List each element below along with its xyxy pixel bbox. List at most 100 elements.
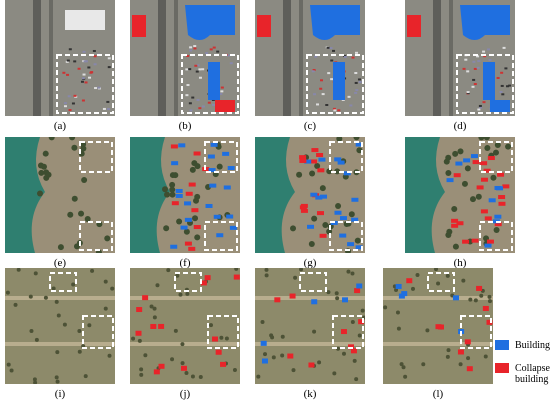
car [66, 59, 70, 62]
tree [40, 163, 47, 170]
tree [37, 190, 44, 197]
building-mask [185, 5, 235, 40]
building-mask [460, 5, 510, 40]
car [107, 66, 111, 69]
building-mask [299, 158, 307, 163]
region-box [82, 315, 114, 349]
shrub [29, 329, 34, 334]
building-mask [215, 349, 222, 355]
shrub [264, 273, 269, 278]
car [188, 68, 192, 71]
tree [84, 216, 91, 223]
building-mask [466, 366, 473, 372]
shrub [341, 351, 346, 356]
car [220, 90, 224, 93]
tree [484, 145, 491, 152]
shrub [401, 365, 406, 370]
water [405, 137, 445, 253]
building-mask [315, 195, 323, 200]
car [330, 59, 334, 62]
building-mask [472, 160, 480, 165]
building-mask [333, 62, 345, 100]
building-mask [339, 216, 347, 221]
tree [461, 180, 468, 187]
tree [296, 171, 303, 178]
road [130, 342, 240, 346]
shrub [13, 302, 18, 307]
road [5, 342, 115, 346]
region-box [479, 141, 513, 173]
car [354, 91, 358, 94]
tree [493, 227, 500, 234]
satellite-image [5, 0, 115, 116]
building-mask [184, 201, 192, 206]
car [220, 86, 224, 89]
building-mask [153, 369, 160, 375]
car [212, 46, 216, 49]
shrub [107, 353, 112, 358]
shrub [317, 360, 322, 365]
car [189, 46, 193, 49]
tree [475, 193, 482, 200]
car [201, 105, 205, 108]
region-box [427, 272, 455, 292]
shrub [9, 368, 14, 373]
shrub [383, 305, 388, 310]
building-mask [185, 191, 193, 196]
building-mask [215, 100, 235, 112]
building-mask [311, 148, 319, 153]
building-mask [446, 178, 454, 183]
tree [469, 196, 476, 203]
car [337, 109, 341, 112]
car [325, 103, 329, 106]
car [327, 72, 331, 75]
ground [5, 268, 115, 384]
satellite-image [130, 0, 240, 116]
shrub [166, 268, 171, 273]
car [106, 108, 110, 111]
shrub [260, 319, 265, 324]
tree [164, 191, 171, 198]
car [473, 67, 477, 70]
car [476, 66, 480, 69]
car [196, 98, 200, 101]
shrub [34, 337, 39, 342]
building-mask [494, 222, 502, 227]
region-box [181, 54, 239, 114]
shrub [149, 304, 154, 309]
building-mask [480, 161, 488, 166]
car [229, 62, 233, 65]
building-mask [304, 159, 312, 164]
car [479, 106, 483, 109]
car [500, 71, 504, 74]
building-mask [356, 283, 363, 289]
tree [494, 141, 501, 148]
road [174, 0, 178, 116]
car [80, 80, 84, 83]
car [93, 55, 97, 58]
shrub [143, 353, 148, 358]
car [201, 68, 205, 71]
shrub [152, 306, 157, 311]
building-mask [175, 193, 183, 198]
car [319, 87, 323, 90]
car [313, 93, 317, 96]
tree [169, 191, 176, 198]
building-mask [310, 5, 360, 40]
shrub [180, 342, 185, 347]
shrub [466, 356, 471, 361]
panel-label: (h) [453, 257, 467, 269]
shrub [43, 295, 48, 300]
building-mask [204, 275, 211, 281]
building-mask [200, 280, 207, 286]
tree [478, 137, 485, 141]
road [433, 0, 441, 116]
shrub [270, 335, 275, 340]
building-mask [498, 201, 506, 206]
road [255, 342, 365, 346]
car [67, 95, 71, 98]
shrub [445, 354, 450, 359]
car [332, 107, 336, 110]
tree [71, 144, 78, 151]
panel-label: (b) [178, 120, 192, 132]
